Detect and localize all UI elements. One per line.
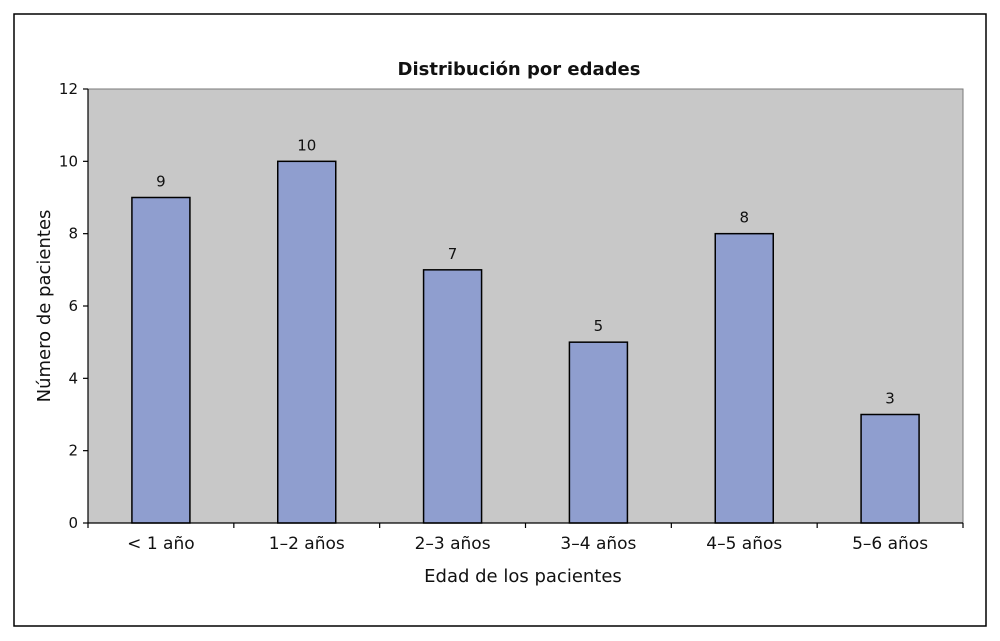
bar — [131, 196, 191, 524]
y-tick-label: 10 — [59, 152, 78, 170]
x-tick-label: 1–2 años — [269, 534, 345, 554]
x-tick-label: < 1 año — [127, 534, 194, 554]
y-tick-label: 4 — [68, 369, 78, 387]
bar — [568, 341, 629, 524]
x-axis: < 1 año 1–2 años 2–3 años 3–4 años 4–5 años 5… — [87, 523, 964, 554]
bar — [714, 232, 774, 524]
bar-value-label: 8 — [739, 209, 749, 227]
bar-value-label: 9 — [156, 173, 166, 191]
bar-series — [131, 160, 920, 524]
x-axis-title: Edad de los pacientes — [424, 566, 622, 587]
x-tick-label: 5–6 años — [852, 534, 928, 554]
bar — [277, 160, 337, 524]
bar-value-label: 10 — [297, 136, 316, 154]
y-tick-label: 0 — [68, 514, 78, 532]
x-tick-label: 3–4 años — [560, 534, 636, 554]
data-labels: 9 10 7 5 8 3 — [156, 136, 895, 407]
bar-value-label: 3 — [885, 390, 895, 408]
bar — [860, 413, 920, 524]
y-tick-label: 8 — [68, 225, 78, 243]
y-tick-label: 6 — [68, 297, 78, 315]
chart-title: Distribución por edades — [398, 59, 641, 80]
y-axis: 0 2 4 6 8 10 12 — [59, 80, 88, 532]
y-tick-label: 12 — [59, 80, 78, 98]
x-tick-label: 2–3 años — [415, 534, 491, 554]
bar-value-label: 5 — [594, 317, 604, 335]
plot-area — [87, 88, 964, 524]
bar — [422, 269, 483, 524]
y-axis-title: Número de pacientes — [34, 210, 55, 403]
y-tick-label: 2 — [68, 442, 78, 460]
bar-value-label: 7 — [448, 245, 458, 263]
x-tick-label: 4–5 años — [706, 534, 782, 554]
